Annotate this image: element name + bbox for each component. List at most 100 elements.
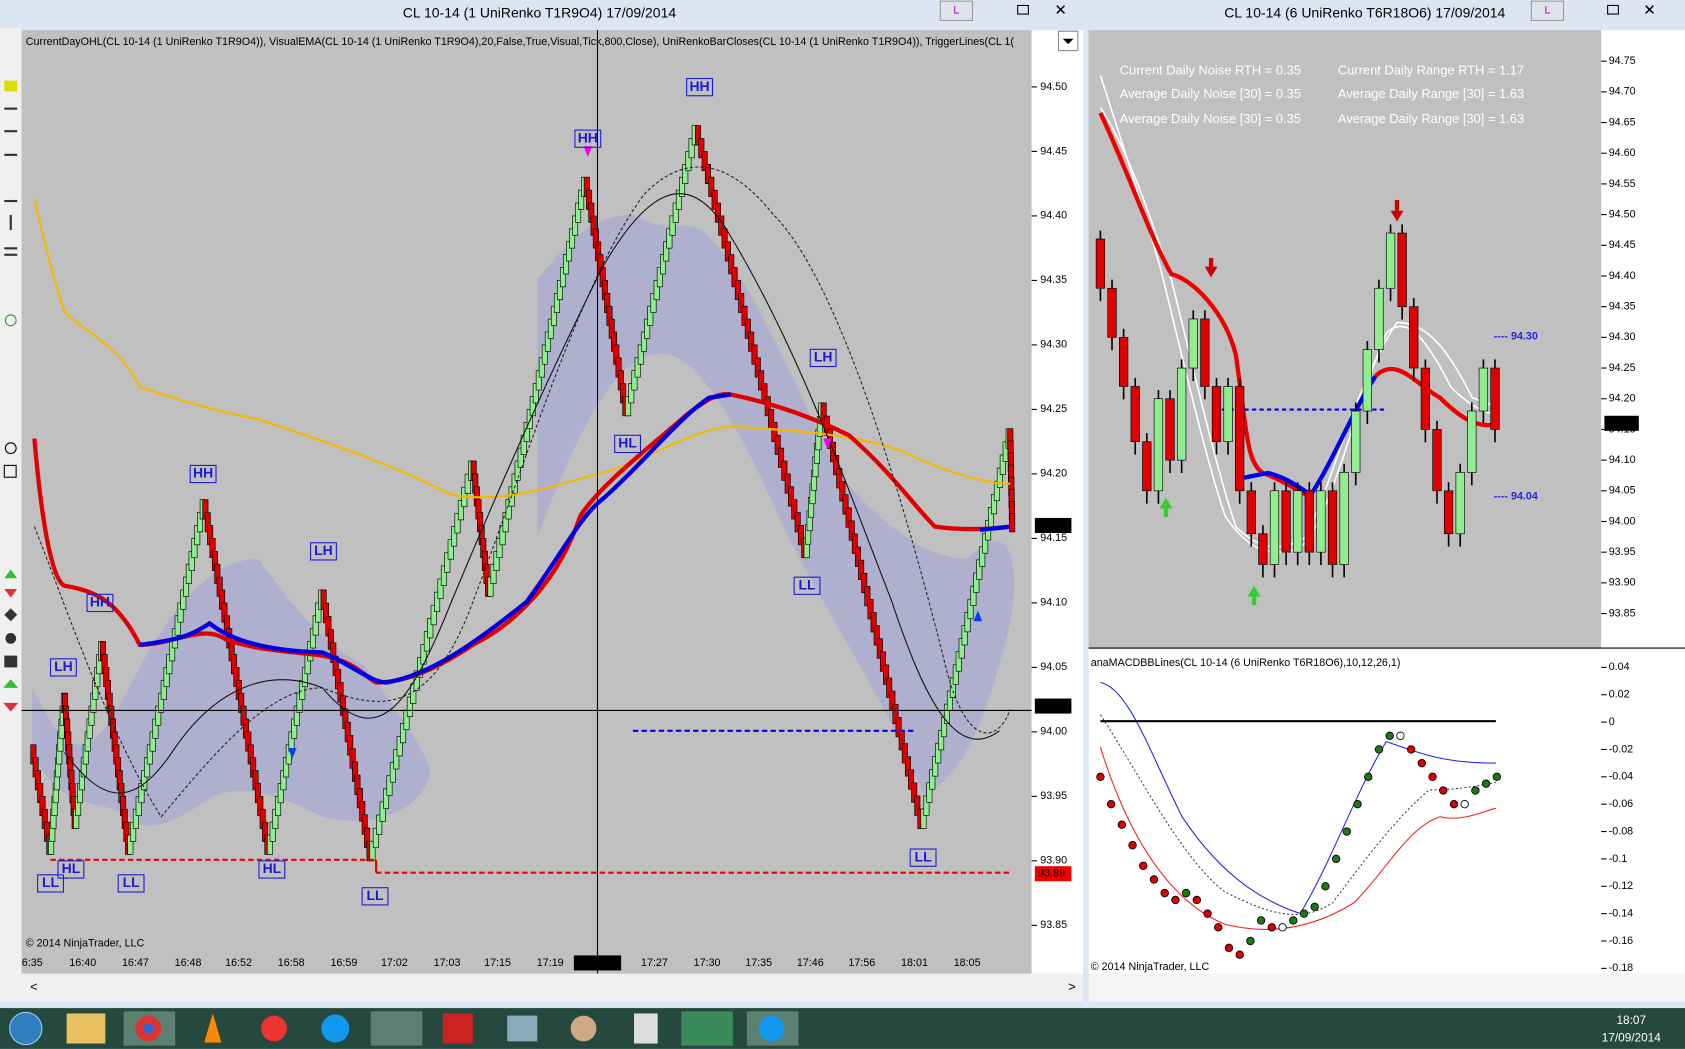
brick [685,151,692,172]
y-tick-label: -0.02 [1609,743,1633,755]
ema-blue [139,392,732,685]
macd-dot [1203,909,1212,918]
x-tick-label: 17:22:21 [577,957,619,969]
copyright: © 2014 NinjaTrader, LLC [1091,961,1210,973]
brick [490,563,497,584]
brick [744,318,751,339]
brick [867,599,874,620]
price-flag [1034,517,1072,533]
brick [731,267,738,288]
start-button[interactable] [9,1011,43,1046]
x-tick-label: 16:59 [330,957,357,969]
bar [1443,490,1454,535]
bar [1223,386,1233,443]
brick [901,743,908,764]
macd-dot [1289,916,1298,925]
brick [637,344,644,365]
y-tick-label: -0.1 [1609,853,1628,865]
brick [505,499,512,520]
pattern-label: HH [578,129,598,145]
pattern-label: LH [314,542,333,558]
pattern-box [86,593,114,613]
price-flag [1034,698,1072,714]
maximize-button[interactable] [1017,4,1029,15]
x-tick-label: 18:05 [954,957,981,969]
toolbar [0,28,22,1002]
maximize-button[interactable] [1607,4,1619,15]
brick [372,827,379,849]
brick [535,370,542,391]
close-line [64,193,1000,794]
brick [493,550,500,571]
brick-run [625,125,698,417]
macd-dot [1117,820,1127,829]
bar [1316,490,1326,553]
price-flag-label: 94.16 [1608,417,1635,429]
brick [751,344,758,365]
brick [457,500,464,521]
x-tick-label: 16:48 [175,957,202,969]
y-tick-label: 93.90 [1040,855,1067,867]
pattern-box [793,576,821,595]
signal-arrows [1159,199,1404,606]
brick [434,591,441,613]
ema-blue [1240,375,1378,498]
scroll-right[interactable]: > [1068,979,1076,994]
macd-dot [1160,888,1169,898]
toolbar-icons [3,80,19,712]
brick [738,292,745,313]
close-button[interactable]: ✕ [1643,2,1656,19]
y-tick-label: -0.04 [1609,771,1633,783]
y-tick-label: 94.40 [1040,210,1067,222]
y-tick-label: 94.55 [1609,178,1636,190]
brick [721,228,728,249]
y-tick-label: 94.65 [1609,116,1636,128]
brick [628,383,635,404]
y-tick-label: 94.30 [1040,339,1067,351]
macd-dot [1417,758,1427,768]
brick [845,507,852,528]
brick [836,468,843,489]
macd-lower-band [1099,746,1496,930]
brick [454,513,461,534]
macd-dot [1256,916,1266,925]
x-tick-label: 17:46 [797,957,824,969]
brick [754,357,761,378]
macd-dot [1471,786,1480,795]
y-tick-label: 93.85 [1040,919,1067,931]
brick [529,396,536,417]
y-tick-label: 94.25 [1040,403,1067,415]
link-button[interactable] [939,0,974,22]
bar [1188,318,1198,369]
macd-label: anaMACDBBLines(CL 10-14 (6 UniRenko T6R1… [1091,657,1401,669]
scroll-left[interactable]: < [30,979,38,994]
link-button[interactable] [1530,0,1565,22]
x-tick-label: 17:30 [694,957,721,969]
stat-text: Current Daily Noise RTH = 0.35 [1120,62,1301,77]
y-tick-label: -0.12 [1609,880,1633,892]
cursor-time-box [573,955,622,971]
y-tick-label: -0.08 [1609,825,1633,837]
stat-text: Average Daily Noise [30] = 0.35 [1120,86,1301,101]
taskbar-icons[interactable] [66,1011,799,1046]
y-tick-label: 94.25 [1609,362,1636,374]
brick [870,612,877,633]
bar [1153,398,1164,492]
window-title: CL 10-14 (1 UniRenko T1R9O4) 17/09/2014 [403,5,677,21]
brick [791,499,798,520]
y-tick-label: 94.05 [1609,485,1636,497]
brick [781,460,788,481]
brick [1009,513,1016,533]
scrollbar[interactable] [21,973,1084,1002]
indicator-label: CurrentDayOHL(CL 10-14 (1 UniRenko T1R9O… [26,36,1015,48]
pattern-label: HH [90,594,110,610]
brick [788,486,795,507]
brick [675,189,682,210]
x-tick-label: 17:15 [484,957,511,969]
brick [386,775,393,796]
macd-dot [1246,936,1255,946]
pattern-box [574,129,602,148]
y-tick-label: 0.04 [1609,661,1630,673]
brick [396,736,403,757]
taskbar [0,1008,1685,1049]
